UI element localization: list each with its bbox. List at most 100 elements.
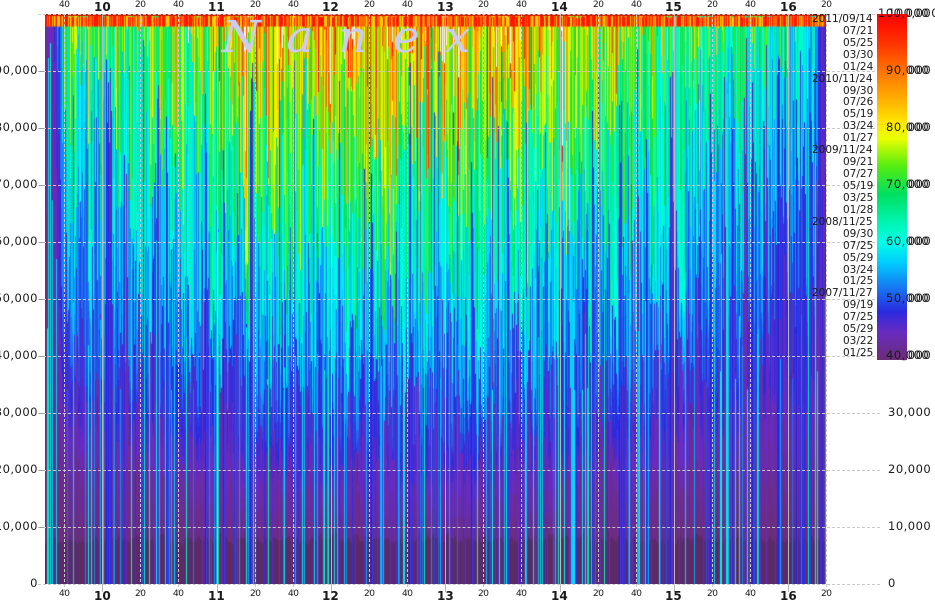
colorbar-date-24: 09/19 bbox=[843, 299, 874, 312]
y-tick-left-8: 80,000 bbox=[0, 120, 38, 134]
colorbar-date-3: 03/30 bbox=[843, 48, 874, 61]
colorbar-date-13: 07/27 bbox=[843, 168, 874, 181]
colorbar-date-17: 2008/11/25 bbox=[812, 215, 873, 228]
colorbar-value-2: 80,000 bbox=[886, 120, 930, 134]
x-tick-top-12-7: 12 bbox=[322, 0, 339, 14]
gridline-vertical bbox=[369, 14, 370, 592]
gridline-vertical bbox=[712, 14, 713, 592]
y-tick-mark-left bbox=[39, 242, 44, 243]
x-tick-top-20-17: 20 bbox=[707, 0, 718, 10]
y-tick-left-4: 40,000 bbox=[0, 348, 38, 362]
x-tick-bottom-40-12: 40 bbox=[516, 589, 527, 599]
gridline-vertical bbox=[674, 14, 675, 592]
x-tick-top-13-10: 13 bbox=[437, 0, 454, 14]
x-tick-top-20-20: 20 bbox=[821, 0, 832, 10]
colorbar-value-0: 100,000 bbox=[878, 6, 930, 20]
colorbar-date-10: 01/27 bbox=[843, 132, 874, 145]
gridline-vertical bbox=[178, 14, 179, 592]
colorbar-value-5: 50,000 bbox=[886, 291, 930, 305]
y-tick-left-2: 20,000 bbox=[0, 462, 38, 476]
gridline-horizontal bbox=[38, 413, 880, 414]
colorbar-date-1: 07/21 bbox=[843, 24, 874, 37]
x-tick-bottom-40-18: 40 bbox=[745, 589, 756, 599]
x-tick-bottom-10-1: 10 bbox=[94, 589, 111, 603]
colorbar-date-14: 05/19 bbox=[843, 180, 874, 192]
gridline-horizontal bbox=[38, 356, 880, 357]
y-tick-mark-left bbox=[39, 185, 44, 186]
colorbar-date-23: 2007/11/27 bbox=[812, 287, 873, 300]
y-tick-mark-left bbox=[39, 128, 44, 129]
x-tick-top-15-16: 15 bbox=[665, 0, 682, 14]
gridline-horizontal bbox=[38, 527, 880, 528]
gridline-vertical bbox=[521, 14, 522, 592]
x-tick-bottom-40-15: 40 bbox=[631, 589, 642, 599]
x-tick-top-20-8: 20 bbox=[364, 0, 375, 10]
x-tick-bottom-16-19: 16 bbox=[780, 589, 797, 603]
y-tick-right-3: 30,000 bbox=[888, 405, 932, 419]
x-tick-bottom-20-5: 20 bbox=[250, 589, 261, 599]
gridline-horizontal bbox=[38, 299, 880, 300]
y-tick-left-6: 60,000 bbox=[0, 234, 38, 248]
x-tick-bottom-20-2: 20 bbox=[135, 589, 146, 599]
colorbar-date-16: 01/28 bbox=[843, 203, 874, 216]
colorbar-value-4: 60,000 bbox=[886, 234, 930, 248]
y-tick-mark-left bbox=[39, 527, 44, 528]
gridline-vertical bbox=[331, 14, 332, 592]
x-tick-top-40-0: 40 bbox=[59, 0, 70, 10]
x-tick-bottom-12-7: 12 bbox=[322, 589, 339, 603]
x-tick-bottom-20-14: 20 bbox=[593, 589, 604, 599]
x-tick-bottom-14-13: 14 bbox=[551, 589, 568, 603]
y-tick-mark-left bbox=[39, 71, 44, 72]
colorbar-value-1: 90,000 bbox=[886, 63, 930, 77]
x-tick-top-20-14: 20 bbox=[593, 0, 604, 10]
colorbar bbox=[877, 14, 907, 360]
y-tick-mark-left bbox=[39, 356, 44, 357]
gridline-horizontal bbox=[38, 185, 880, 186]
colorbar-value-6: 40,000 bbox=[886, 348, 930, 362]
gridline-vertical bbox=[407, 14, 408, 592]
x-tick-bottom-20-20: 20 bbox=[821, 589, 832, 599]
gridline-vertical bbox=[788, 14, 789, 592]
y-tick-right-0: 0 bbox=[888, 576, 896, 590]
x-tick-top-20-2: 20 bbox=[135, 0, 146, 10]
gridline-horizontal bbox=[38, 14, 880, 15]
gridline-vertical bbox=[598, 14, 599, 592]
x-tick-top-20-11: 20 bbox=[478, 0, 489, 10]
colorbar-date-9: 03/24 bbox=[843, 120, 874, 133]
gridline-horizontal bbox=[38, 470, 880, 471]
x-tick-bottom-40-6: 40 bbox=[288, 589, 299, 599]
colorbar-date-27: 03/22 bbox=[843, 335, 874, 348]
colorbar-date-18: 09/30 bbox=[843, 227, 874, 240]
gridline-vertical bbox=[826, 14, 827, 592]
y-tick-left-0: 0 bbox=[30, 576, 38, 590]
x-tick-top-14-13: 14 bbox=[551, 0, 568, 14]
x-tick-bottom-13-10: 13 bbox=[437, 589, 454, 603]
x-tick-bottom-20-11: 20 bbox=[478, 589, 489, 599]
y-tick-right-1: 10,000 bbox=[888, 519, 932, 533]
colorbar-date-0: 2011/09/14 bbox=[812, 12, 873, 25]
colorbar-date-5: 2010/11/24 bbox=[812, 72, 873, 85]
x-tick-top-11-4: 11 bbox=[208, 0, 225, 14]
colorbar-date-19: 07/25 bbox=[843, 239, 874, 252]
x-tick-bottom-40-3: 40 bbox=[173, 589, 184, 599]
gridline-vertical bbox=[445, 14, 446, 592]
gridline-vertical bbox=[483, 14, 484, 592]
y-tick-mark-left bbox=[39, 470, 44, 471]
colorbar-date-21: 03/24 bbox=[843, 263, 874, 276]
colorbar-date-26: 05/29 bbox=[843, 323, 874, 336]
colorbar-date-2: 05/25 bbox=[843, 36, 874, 49]
colorbar-date-20: 05/29 bbox=[843, 251, 874, 264]
colorbar-date-6: 09/30 bbox=[843, 84, 874, 97]
x-tick-top-20-5: 20 bbox=[250, 0, 261, 10]
y-tick-left-1: 10,000 bbox=[0, 519, 38, 533]
gridline-vertical bbox=[560, 14, 561, 592]
gridline-vertical bbox=[217, 14, 218, 592]
x-tick-top-40-6: 40 bbox=[288, 0, 299, 10]
gridline-horizontal bbox=[38, 128, 880, 129]
gridline-vertical bbox=[293, 14, 294, 592]
y-tick-mark-left bbox=[39, 299, 44, 300]
colorbar-date-22: 01/25 bbox=[843, 275, 874, 288]
x-tick-bottom-40-0: 40 bbox=[59, 589, 70, 599]
gridline-vertical bbox=[64, 14, 65, 592]
